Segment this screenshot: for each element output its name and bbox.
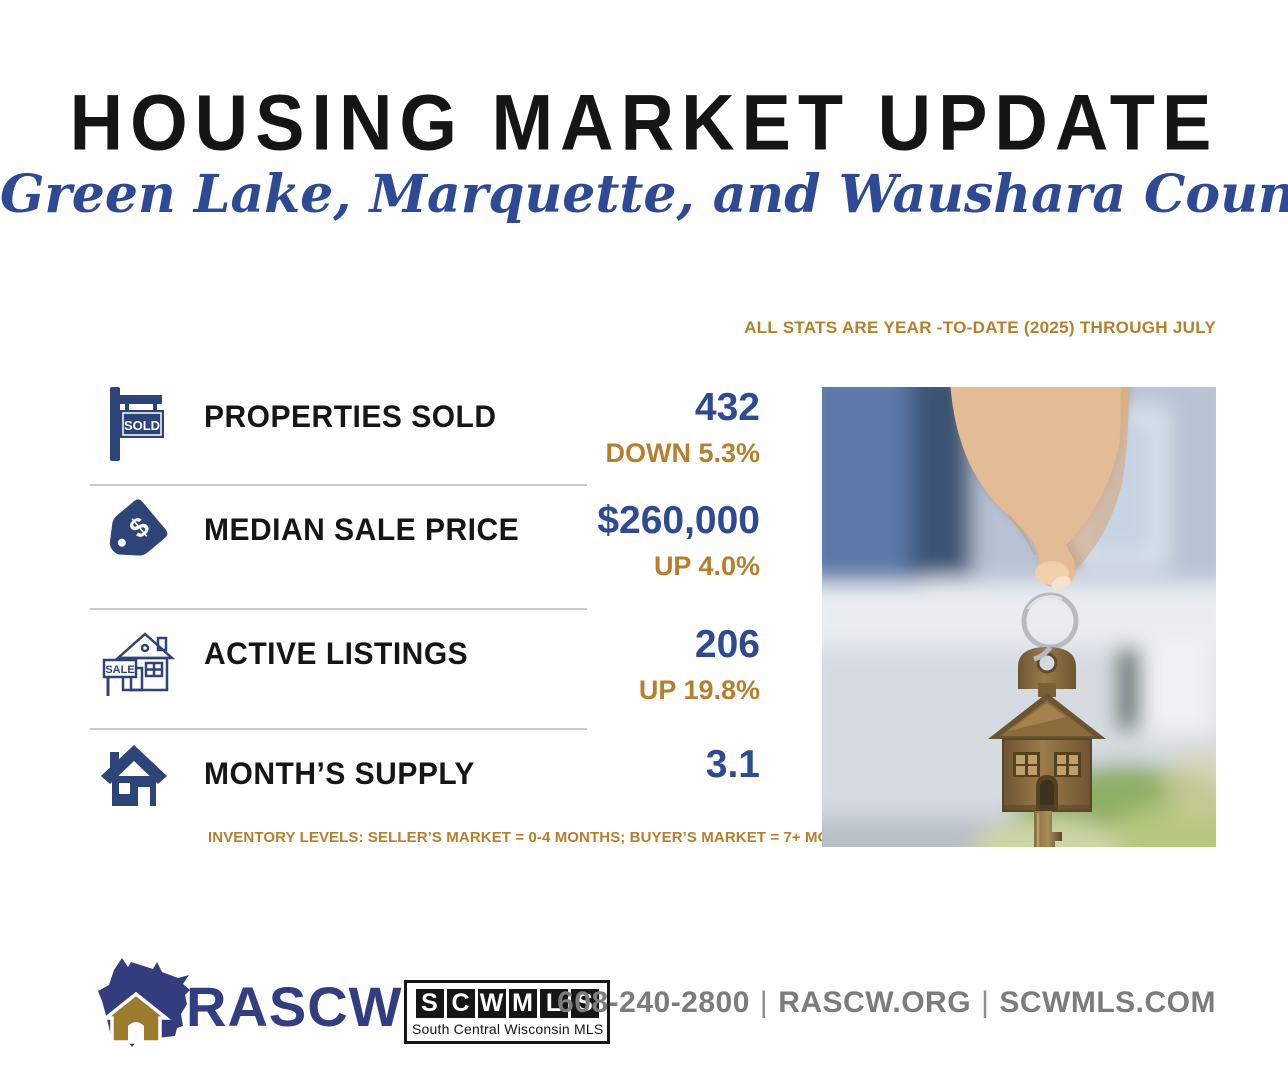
stat-row-median-sale-price: $ MEDIAN SALE PRICE $260,000 UP 4.0% bbox=[90, 494, 760, 604]
inventory-note: INVENTORY LEVELS: SELLER’S MARKET = 0-4 … bbox=[208, 829, 871, 846]
rascw-logo-text: RASCW bbox=[186, 975, 403, 1038]
scwmls-subtitle-row: South Central Wisconsin MLS bbox=[407, 1021, 607, 1037]
stat-values: 206 UP 19.8% bbox=[550, 620, 760, 706]
sold-sign-icon: SOLD bbox=[90, 383, 204, 470]
scwmls-letter: L bbox=[539, 989, 568, 1018]
rascw-wisconsin-logo-icon bbox=[90, 954, 200, 1057]
footer-phone: 608-240-2800 bbox=[557, 986, 750, 1019]
scwmls-letter: S bbox=[570, 989, 599, 1018]
divider bbox=[90, 484, 587, 486]
stat-label: PROPERTIES SOLD bbox=[204, 399, 497, 435]
scwmls-letter: M bbox=[508, 989, 537, 1018]
stats-note: ALL STATS ARE YEAR -TO-DATE (2025) THROU… bbox=[744, 318, 1216, 337]
stat-values: 432 DOWN 5.3% bbox=[550, 383, 760, 469]
house-for-sale-icon: SALE bbox=[90, 620, 204, 707]
stat-value: 3.1 bbox=[705, 743, 760, 786]
scwmls-letters: S C W M L S bbox=[415, 989, 599, 1018]
footer-separator: | bbox=[981, 986, 990, 1019]
stat-row-properties-sold: SOLD PROPERTIES SOLD 432 DOWN 5.3% bbox=[90, 381, 760, 480]
stat-row-active-listings: SALE ACTIVE LISTINGS 206 UP 19.8% bbox=[90, 618, 760, 724]
scwmls-letter: W bbox=[477, 989, 506, 1018]
stat-value: 206 bbox=[694, 623, 760, 666]
stat-label: ACTIVE LISTINGS bbox=[204, 636, 469, 672]
scwmls-letter: S bbox=[415, 989, 444, 1018]
stat-change: DOWN 5.3% bbox=[605, 437, 760, 468]
sale-sign-text: SALE bbox=[105, 664, 134, 676]
page-title: HOUSING MARKET UPDATE bbox=[69, 78, 1219, 167]
price-tag-icon: $ bbox=[90, 496, 204, 583]
stat-label: MEDIAN SALE PRICE bbox=[204, 512, 520, 548]
stat-change: UP 19.8% bbox=[638, 674, 760, 705]
stats-panel: SOLD PROPERTIES SOLD 432 DOWN 5.3% $ bbox=[90, 381, 871, 846]
stat-values: 3.1 bbox=[550, 740, 760, 787]
divider bbox=[90, 608, 587, 610]
footer-contact: 608-240-2800 | RASCW.ORG | SCWMLS.COM bbox=[557, 986, 1216, 1020]
footer-website-scwmls: SCWMLS.COM bbox=[999, 986, 1216, 1019]
divider bbox=[90, 728, 587, 730]
house-key-photo bbox=[822, 387, 1216, 847]
stat-change: UP 4.0% bbox=[653, 550, 760, 581]
stat-value: 432 bbox=[694, 386, 760, 429]
scwmls-subtitle: South Central Wisconsin MLS bbox=[412, 1021, 604, 1037]
stat-row-months-supply: MONTH’S SUPPLY 3.1 bbox=[90, 738, 760, 827]
page-subtitle: Green Lake, Marquette, and Waushara Coun… bbox=[0, 164, 1288, 225]
scwmls-logo: S C W M L S South Central Wisconsin MLS bbox=[404, 980, 610, 1044]
stat-values: $260,000 UP 4.0% bbox=[550, 496, 760, 582]
footer-separator: | bbox=[759, 986, 769, 1019]
scwmls-letter: C bbox=[446, 989, 475, 1018]
stat-label: MONTH’S SUPPLY bbox=[204, 756, 475, 792]
stat-value: $260,000 bbox=[597, 499, 760, 542]
sold-sign-text: SOLD bbox=[124, 418, 160, 433]
house-icon bbox=[90, 740, 204, 817]
footer-website-rascw: RASCW.ORG bbox=[778, 986, 972, 1019]
